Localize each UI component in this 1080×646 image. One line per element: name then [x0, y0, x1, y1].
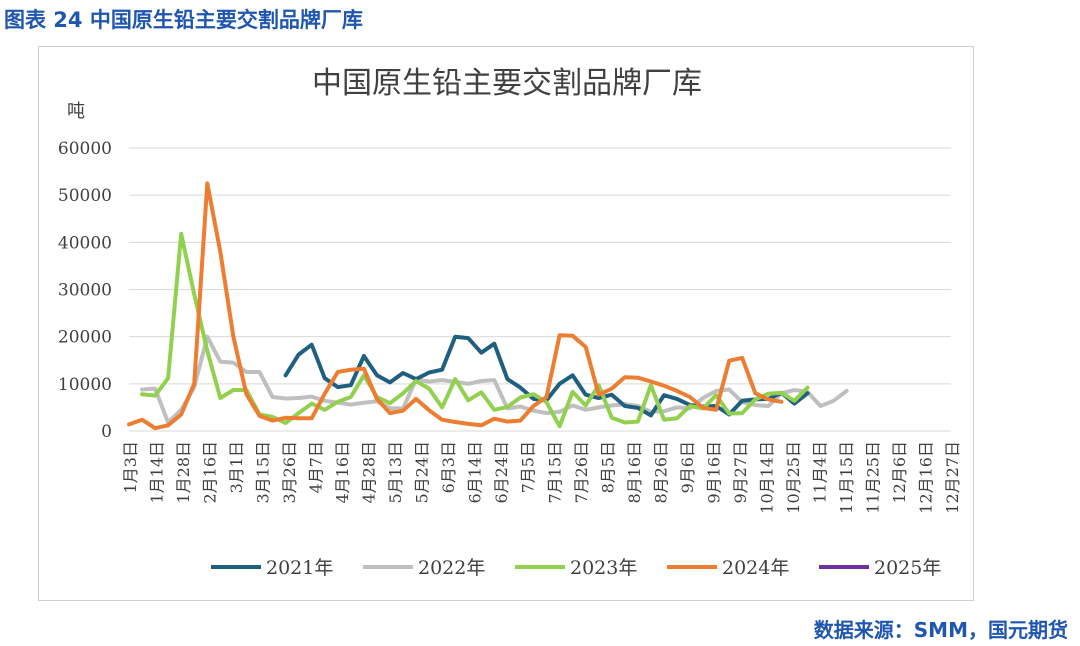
x-tick-label: 3月1日	[227, 441, 246, 493]
x-tick-label: 8月26日	[651, 441, 670, 504]
x-tick-label: 9月16日	[704, 441, 723, 504]
y-axis-ticks: 0 10000 20000 30000 40000 50000 60000	[58, 139, 112, 442]
y-tick-label: 50000	[58, 186, 112, 206]
x-tick-label: 5月13日	[386, 441, 405, 504]
x-tick-label: 6月3日	[439, 441, 458, 493]
gridlines	[129, 147, 951, 432]
x-tick-label: 7月15日	[545, 441, 564, 504]
chart-frame: 中国原生铅主要交割品牌厂库 吨 0 10000 20000 30000 40000 500…	[38, 46, 974, 601]
x-tick-label: 4月16日	[333, 441, 352, 504]
legend-label: 2023年	[570, 557, 637, 579]
legend: 2021年 2022年 2023年 2024年 2025年	[211, 557, 941, 579]
series-line-2024年	[127, 181, 784, 431]
x-tick-label: 3月26日	[280, 441, 299, 504]
y-tick-label: 0	[101, 422, 112, 442]
line-chart: 中国原生铅主要交割品牌厂库 吨 0 10000 20000 30000 40000 500…	[58, 66, 962, 579]
x-tick-label: 1月14日	[148, 441, 167, 504]
x-tick-label: 11月4日	[810, 441, 829, 504]
x-tick-label: 8月16日	[625, 441, 644, 504]
x-tick-label: 7月5日	[519, 441, 538, 493]
x-tick-label: 12月6日	[890, 441, 909, 504]
x-tick-label: 3月15日	[254, 441, 273, 504]
x-tick-label: 4月7日	[307, 441, 326, 493]
x-tick-label: 12月16日	[916, 441, 935, 514]
legend-label: 2022年	[418, 557, 485, 579]
x-axis-ticks: 1月3日 1月14日 1月28日 2月16日 3月1日 3月15日 3月26日 4月7日 4月1…	[121, 441, 962, 514]
x-tick-label: 6月24日	[492, 441, 511, 504]
x-tick-label: 6月14日	[466, 441, 485, 504]
y-tick-label: 10000	[58, 375, 112, 395]
x-tick-label: 2月16日	[201, 441, 220, 504]
chart-title: 中国原生铅主要交割品牌厂库	[312, 66, 702, 101]
legend-label: 2021年	[266, 557, 333, 579]
x-tick-label: 5月24日	[413, 441, 432, 504]
y-tick-label: 20000	[58, 328, 112, 348]
series-lines	[127, 181, 849, 431]
x-tick-label: 10月14日	[757, 441, 776, 514]
x-tick-label: 1月3日	[121, 441, 140, 493]
x-tick-label: 11月15日	[837, 441, 856, 514]
y-tick-label: 30000	[58, 281, 112, 301]
x-tick-label: 1月28日	[174, 441, 193, 504]
x-tick-label: 4月28日	[360, 441, 379, 504]
x-tick-label: 7月26日	[572, 441, 591, 504]
y-axis-unit-label: 吨	[67, 101, 85, 122]
x-tick-label: 10月25日	[784, 441, 803, 514]
y-tick-label: 40000	[58, 233, 112, 253]
legend-label: 2024年	[722, 557, 789, 579]
x-tick-label: 8月5日	[598, 441, 617, 493]
x-tick-label: 11月25日	[863, 441, 882, 514]
series-line-2022年	[140, 334, 849, 425]
x-tick-label: 9月27日	[731, 441, 750, 504]
source-note: 数据来源：SMM，国元期货	[813, 618, 1068, 642]
y-tick-label: 60000	[58, 139, 112, 159]
figure-title: 图表 24 中国原生铅主要交割品牌厂库	[4, 8, 363, 32]
x-tick-label: 12月27日	[943, 441, 962, 514]
legend-label: 2025年	[874, 557, 941, 579]
x-tick-label: 9月6日	[678, 441, 697, 493]
